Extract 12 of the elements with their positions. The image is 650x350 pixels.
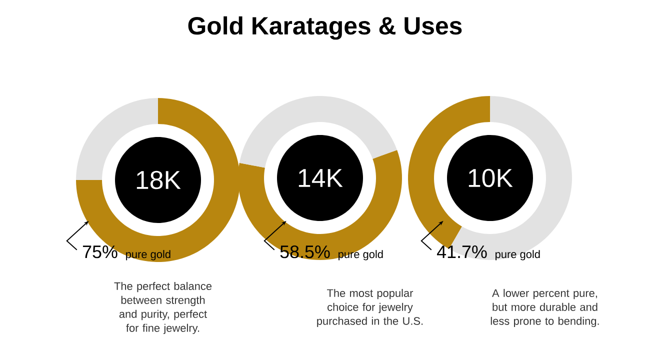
text: pure gold: [496, 250, 540, 260]
text: The most popular choice for jewelry purchased in the U.S.: [317, 288, 423, 328]
text: Gold Karatages & Uses: [188, 16, 462, 40]
text: A lower percent pure, but more durable and less prone to bending.: [490, 288, 599, 328]
text: 18K: [136, 170, 181, 190]
data-label: 75%: [82, 246, 118, 258]
data-label: 41.7%: [436, 246, 487, 258]
text: The perfect balance between strength and purity, perfect for fine jewelry.: [114, 282, 212, 334]
text: pure gold: [338, 250, 383, 260]
text: 14K: [298, 169, 343, 187]
text: pure gold: [126, 250, 170, 260]
text: 10K: [468, 168, 513, 188]
